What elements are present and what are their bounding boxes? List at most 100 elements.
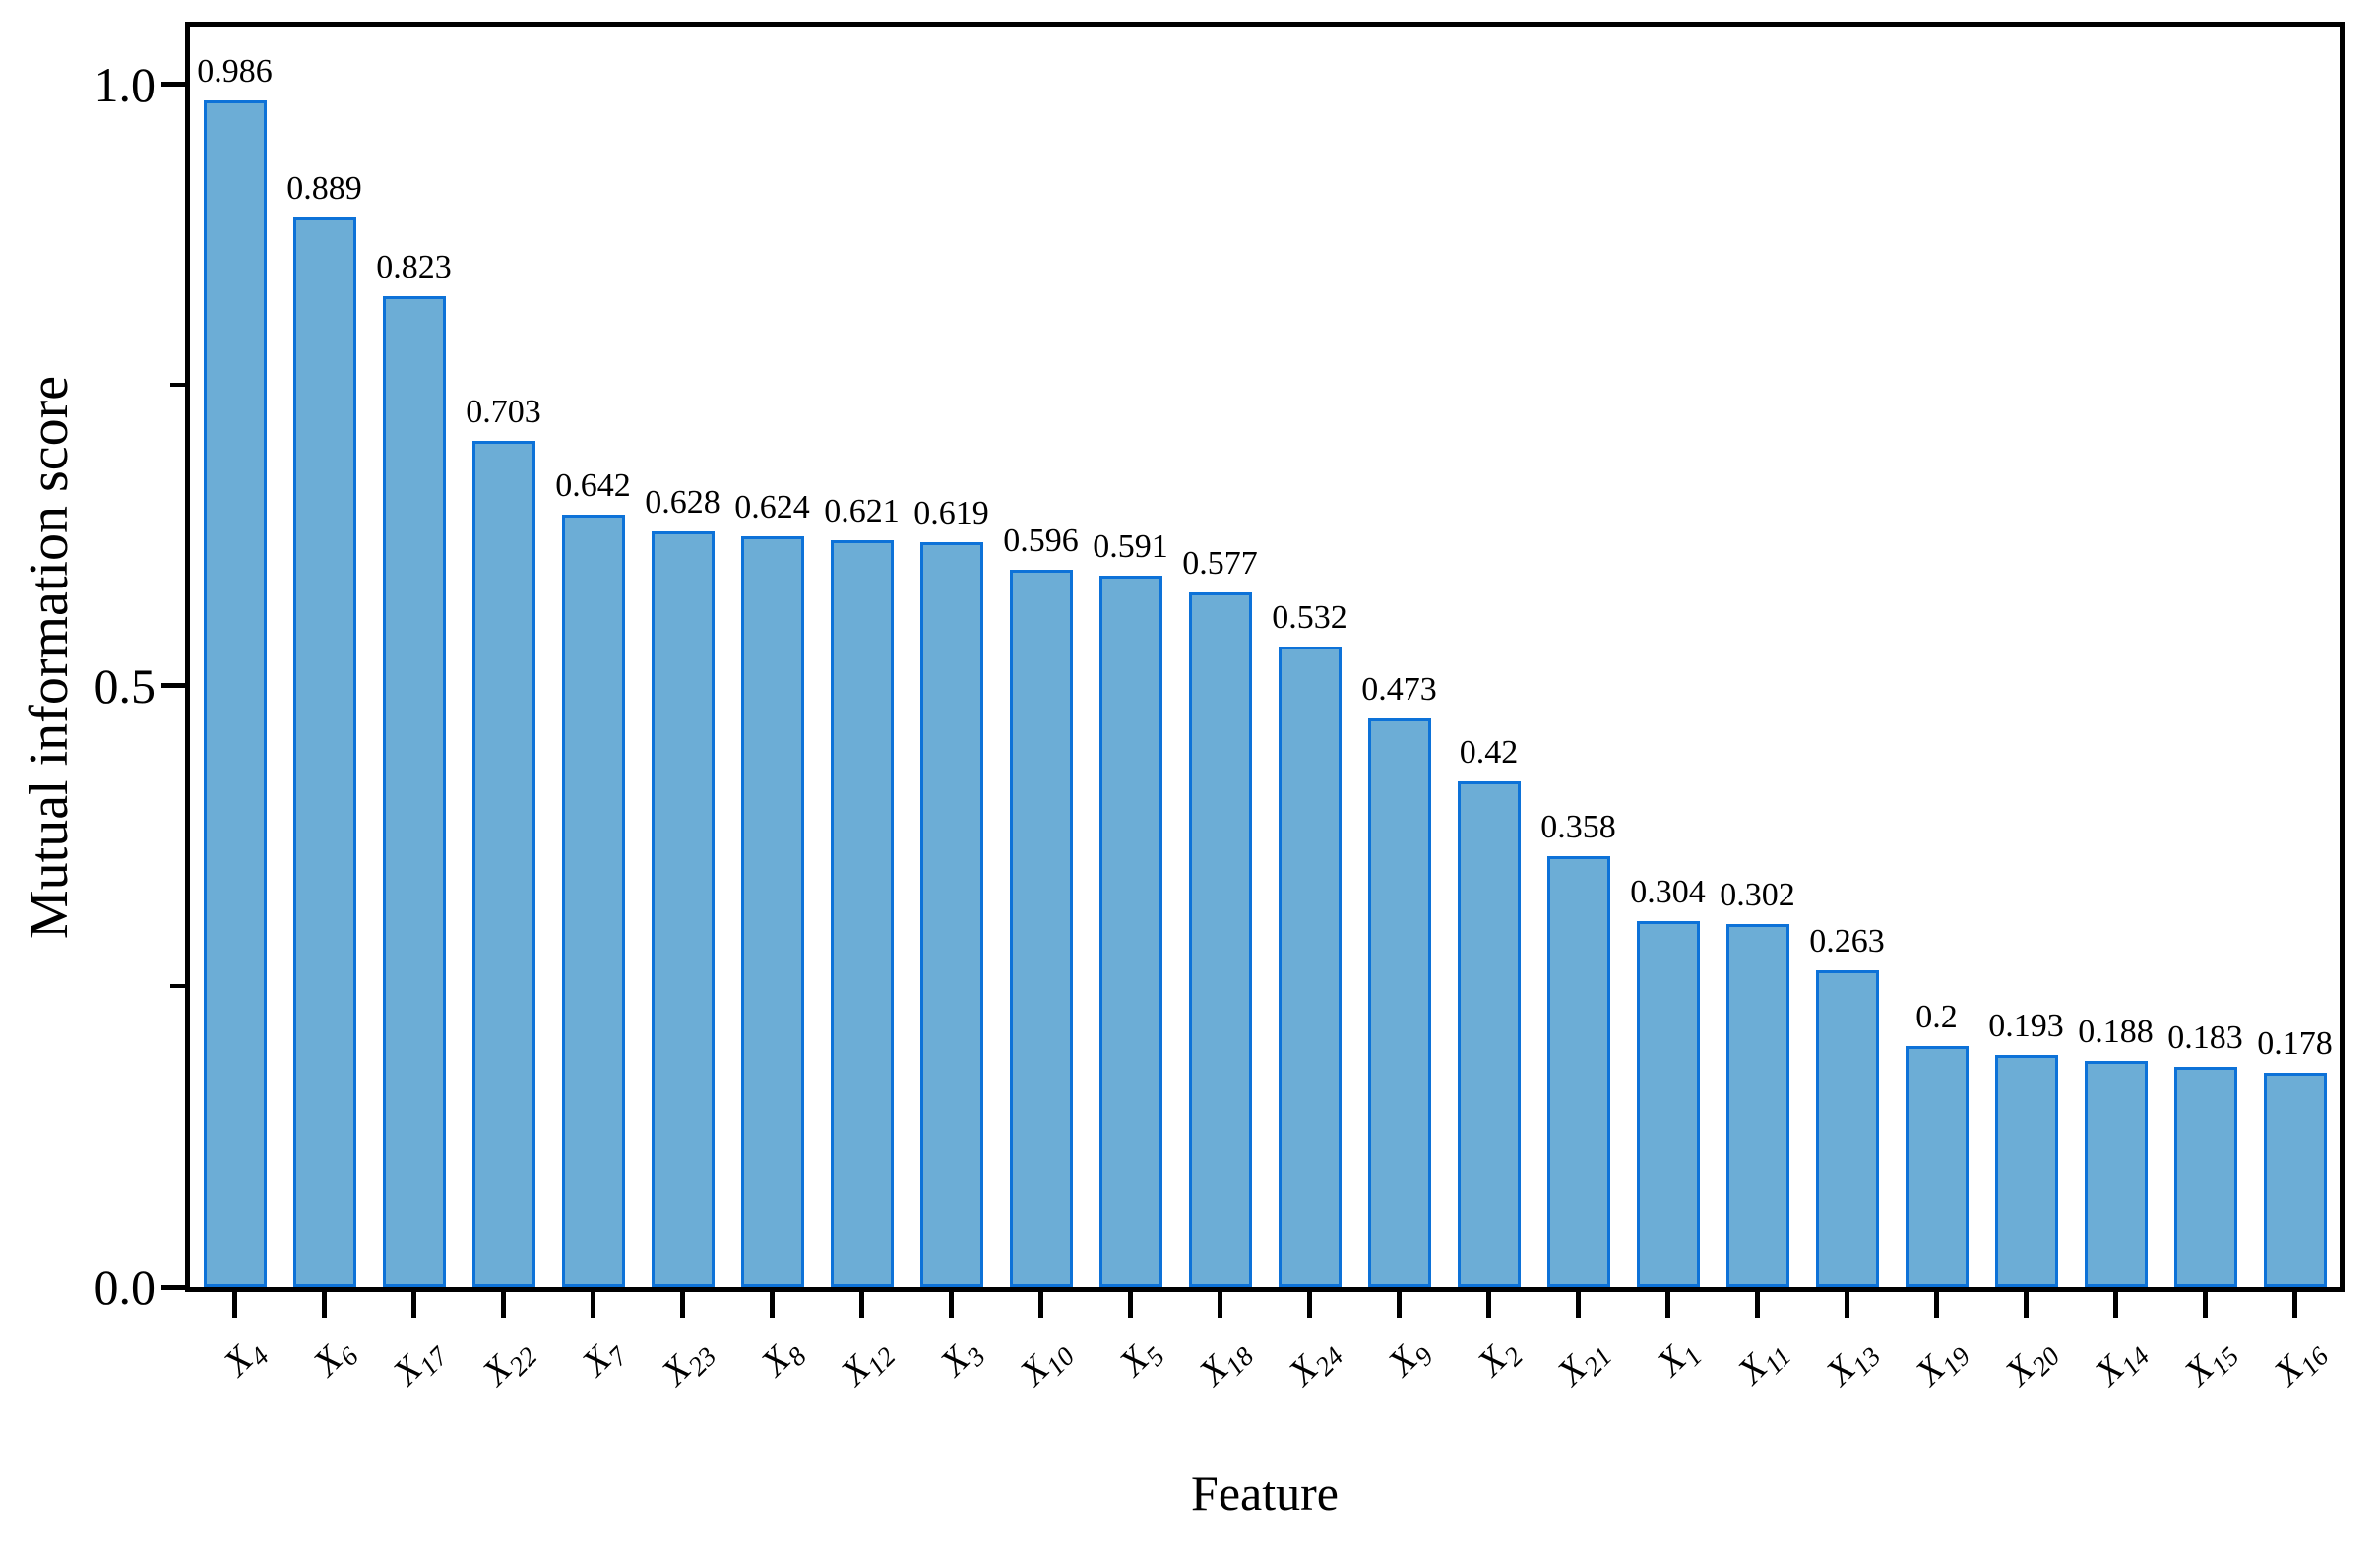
- y-axis-major-tick: [161, 683, 185, 688]
- bar-value-label: 0.532: [1272, 599, 1347, 636]
- bar: [561, 515, 625, 1287]
- bar-value-label: 0.358: [1540, 809, 1616, 845]
- bar: [1367, 718, 1431, 1287]
- y-axis-major-tick: [161, 1284, 185, 1290]
- x-category-label: X6: [305, 1330, 364, 1384]
- bar: [1546, 856, 1610, 1287]
- bar: [2263, 1073, 2327, 1287]
- x-axis-tick: [2113, 1292, 2118, 1318]
- bar-value-label: 0.188: [2078, 1014, 2154, 1050]
- x-category-label: X2: [1470, 1330, 1529, 1384]
- bar: [1636, 921, 1700, 1287]
- x-category-label: X12: [834, 1330, 902, 1393]
- bar-value-label: 0.619: [913, 495, 989, 531]
- bar-value-label: 0.2: [1915, 999, 1958, 1035]
- x-axis-tick: [1307, 1292, 1312, 1318]
- x-axis-title: Feature: [1191, 1465, 1339, 1520]
- x-category-label: X20: [1998, 1330, 2066, 1393]
- x-axis-tick: [1934, 1292, 1939, 1318]
- x-axis-tick: [680, 1292, 685, 1318]
- x-axis-tick: [591, 1292, 595, 1318]
- y-axis-minor-tick: [170, 382, 185, 387]
- x-category-label: X7: [574, 1330, 633, 1384]
- bar-value-label: 0.302: [1720, 877, 1795, 913]
- bar-value-label: 0.193: [1988, 1008, 2064, 1044]
- x-category-label: X5: [1111, 1330, 1170, 1384]
- x-axis-tick: [1397, 1292, 1402, 1318]
- x-category-label: X21: [1550, 1330, 1618, 1393]
- x-axis-tick: [2203, 1292, 2208, 1318]
- bar-value-label: 0.263: [1809, 923, 1885, 959]
- x-category-label: X23: [655, 1330, 722, 1393]
- bar: [2084, 1061, 2148, 1287]
- bar: [1098, 576, 1162, 1287]
- x-axis-tick: [1486, 1292, 1491, 1318]
- bar: [382, 296, 446, 1287]
- x-axis-tick: [501, 1292, 506, 1318]
- bar: [1905, 1046, 1969, 1287]
- x-axis-tick: [2292, 1292, 2297, 1318]
- x-category-label: X10: [1013, 1330, 1081, 1393]
- bar-value-label: 0.986: [197, 53, 273, 90]
- bar-value-label: 0.473: [1361, 671, 1437, 708]
- bar-value-label: 0.642: [555, 467, 631, 504]
- x-category-label: X3: [932, 1330, 991, 1384]
- bar-value-label: 0.596: [1003, 523, 1079, 559]
- bar: [292, 217, 356, 1287]
- bar: [919, 542, 983, 1287]
- x-category-label: X19: [1909, 1330, 1976, 1393]
- x-axis-tick: [1218, 1292, 1222, 1318]
- bar-value-label: 0.628: [645, 484, 720, 521]
- x-axis-tick: [1576, 1292, 1581, 1318]
- bar: [1188, 592, 1252, 1287]
- bar-value-label: 0.621: [824, 493, 900, 529]
- x-category-label: X1: [1649, 1330, 1708, 1384]
- bar: [471, 441, 535, 1287]
- bar-value-label: 0.889: [286, 170, 362, 207]
- bar: [2173, 1067, 2237, 1287]
- bar-value-label: 0.591: [1093, 528, 1168, 565]
- bar-value-label: 0.577: [1182, 545, 1258, 582]
- x-category-label: X16: [2267, 1330, 2335, 1393]
- bar-value-label: 0.703: [466, 394, 541, 430]
- bar-value-label: 0.42: [1459, 734, 1519, 771]
- x-category-label: X8: [753, 1330, 812, 1384]
- x-axis-tick: [1755, 1292, 1760, 1318]
- y-axis-major-tick: [161, 81, 185, 87]
- x-axis-tick: [1665, 1292, 1670, 1318]
- y-tick-label-1.0: 1.0: [94, 57, 157, 112]
- y-tick-label-0: 0.0: [94, 1260, 157, 1315]
- bar-value-label: 0.304: [1630, 874, 1706, 910]
- bar: [651, 531, 715, 1287]
- bar: [1725, 924, 1789, 1287]
- x-axis-tick: [411, 1292, 416, 1318]
- x-axis-tick: [232, 1292, 237, 1318]
- bar: [1009, 570, 1073, 1287]
- x-category-label: X13: [1819, 1330, 1887, 1393]
- bar-value-label: 0.178: [2257, 1025, 2333, 1062]
- bar-value-label: 0.183: [2167, 1020, 2243, 1056]
- bar: [1457, 781, 1521, 1287]
- x-category-label: X9: [1380, 1330, 1439, 1384]
- x-category-label: X11: [1730, 1330, 1797, 1391]
- bar: [1994, 1055, 2058, 1287]
- x-category-label: X15: [2177, 1330, 2245, 1393]
- bar: [1815, 970, 1879, 1287]
- x-axis-tick: [322, 1292, 327, 1318]
- x-category-label: X17: [386, 1330, 454, 1393]
- plot-area: 0.986 0.889 0.823 0.703 0.642 0.628 0.624 0.621…: [185, 22, 2345, 1292]
- bar-value-label: 0.823: [376, 249, 452, 285]
- x-axis-tick: [1845, 1292, 1849, 1318]
- bar: [203, 100, 267, 1287]
- x-axis-tick: [949, 1292, 954, 1318]
- x-category-label: X18: [1192, 1330, 1260, 1393]
- bar: [830, 540, 894, 1287]
- bar-value-label: 0.624: [734, 489, 810, 526]
- x-axis-tick: [1128, 1292, 1133, 1318]
- y-axis-minor-tick: [170, 984, 185, 989]
- x-category-label: X24: [1282, 1330, 1349, 1393]
- x-axis-tick: [1038, 1292, 1043, 1318]
- x-axis-tick: [2024, 1292, 2029, 1318]
- bar: [740, 536, 804, 1287]
